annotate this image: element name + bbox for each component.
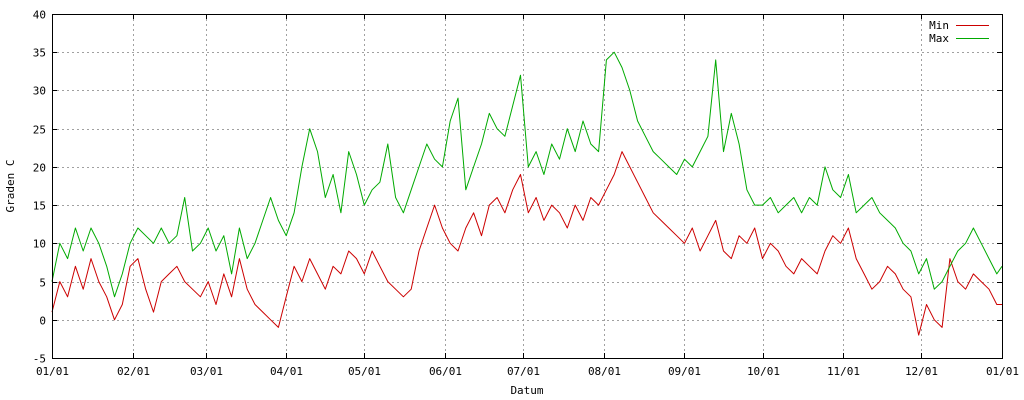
x-tick-label: 02/01 [117,365,150,378]
x-tick-label: 06/01 [429,365,462,378]
x-tick-label: 01/01 [36,365,69,378]
y-axis-label: Graden C [4,160,17,213]
grid [52,14,1002,358]
x-tick-label: 10/01 [747,365,780,378]
y-tick-label: 40 [33,9,46,22]
y-tick-label: 15 [33,200,46,213]
x-tick-label: 09/01 [668,365,701,378]
y-tick-label: 35 [33,47,46,60]
x-tick-label: 03/01 [190,365,223,378]
series-line-min [51,151,1002,336]
series-group [51,51,1003,336]
x-tick-label: 01/01 [986,365,1019,378]
y-tick-label: 20 [33,162,46,175]
y-tick-label: 10 [33,238,46,251]
legend: Min Max [929,19,989,45]
x-tick-label: 05/01 [348,365,381,378]
x-tick-label: 07/01 [507,365,540,378]
y-tick-label: 30 [33,85,46,98]
x-tick-label: 08/01 [588,365,621,378]
x-axis-label: Datum [510,384,543,397]
y-tick-label: 5 [39,277,46,290]
axis-ticks: -5 0 5 10 15 20 25 30 35 40 01/01 02/01 03/01 04/01 05… [33,9,1019,379]
legend-label-min: Min [929,19,949,32]
y-tick-label: 25 [33,124,46,137]
legend-label-max: Max [929,32,949,45]
y-tick-label: -5 [33,353,46,366]
x-tick-label: 12/01 [905,365,938,378]
series-line-max [51,51,1003,298]
x-tick-label: 11/01 [827,365,860,378]
y-tick-label: 0 [39,315,46,328]
plot-frame [52,14,1003,359]
x-tick-label: 04/01 [270,365,303,378]
